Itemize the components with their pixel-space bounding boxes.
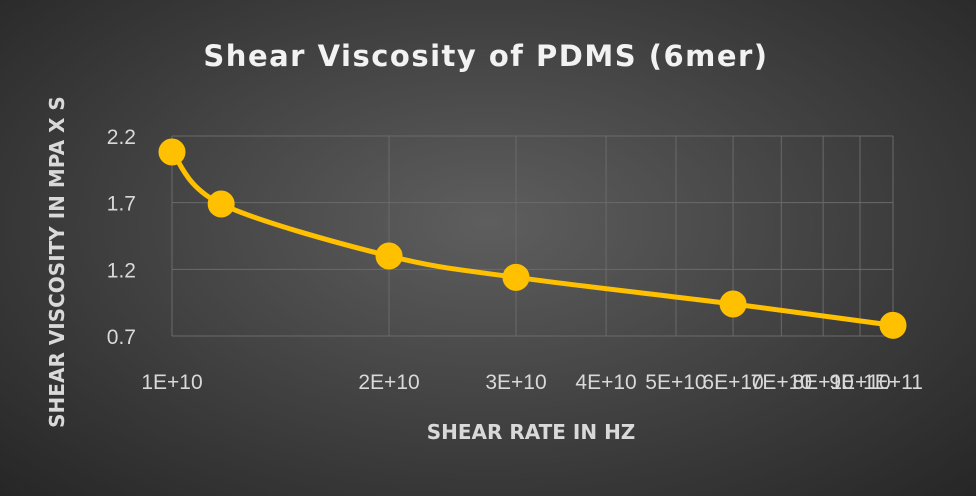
gridlines [172, 136, 893, 336]
series [159, 139, 906, 338]
data-point [376, 243, 402, 269]
data-point [208, 191, 234, 217]
y-tick-label: 1.7 [107, 193, 136, 216]
data-point [720, 291, 746, 317]
chart-title: Shear Viscosity of PDMS (6mer) [203, 39, 768, 73]
tick-labels: 0.71.21.72.21E+10 2E+10 3E+10 4E+10 5E+106E+… [107, 126, 923, 394]
x-tick-label: 5E+10 [645, 371, 706, 394]
x-axis-title: SHEAR RATE IN HZ [427, 420, 636, 444]
data-point [503, 264, 529, 290]
data-point [880, 312, 906, 338]
y-tick-label: 1.2 [107, 259, 136, 282]
x-tick-label: 2E+10 [358, 371, 419, 394]
series-line [172, 152, 893, 325]
y-tick-label: 2.2 [107, 126, 136, 149]
x-tick-label: 3E+10 [485, 371, 546, 394]
x-tick-label: 4E+10 [575, 371, 636, 394]
x-tick-label: 1E+11 [863, 371, 923, 394]
y-axis-title: SHEAR VISCOSITY IN MPA X S [45, 96, 69, 428]
x-tick-label: 1E+10 [141, 371, 202, 394]
data-point [159, 139, 185, 165]
y-tick-label: 0.7 [107, 326, 136, 349]
